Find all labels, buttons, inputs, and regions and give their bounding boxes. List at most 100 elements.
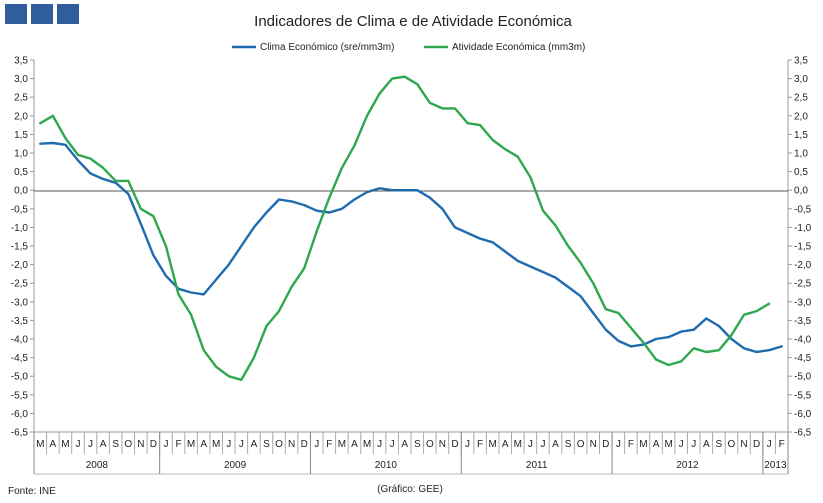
year-label: 2010 (375, 460, 398, 471)
month-label: F (477, 439, 483, 450)
legend: Clima Económico (sre/mm3m) Atividade Eco… (232, 42, 585, 53)
month-label: A (502, 439, 509, 450)
month-label: M (363, 439, 371, 450)
y-tick-label-left: 2,5 (14, 93, 28, 104)
y-tick-label-left: -0,5 (11, 204, 29, 215)
month-label: A (50, 439, 57, 450)
month-label: S (414, 439, 421, 450)
month-label: O (728, 439, 736, 450)
month-label: J (163, 439, 168, 450)
y-tick-label-right: 0,5 (794, 167, 808, 178)
year-label: 2009 (224, 460, 247, 471)
year-label: 2011 (526, 460, 548, 471)
y-tick-label-right: -3,5 (794, 316, 812, 327)
y-tick-label-left: 0,0 (14, 186, 28, 197)
y-tick-label-left: -1,5 (11, 242, 29, 253)
month-label: F (175, 439, 181, 450)
month-label: A (200, 439, 207, 450)
y-tick-label-left: -5,0 (11, 372, 29, 383)
month-label: D (150, 439, 157, 450)
y-tick-label-left: 3,0 (14, 74, 28, 85)
month-label: D (602, 439, 609, 450)
month-label: D (451, 439, 458, 450)
y-tick-label-left: -1,0 (11, 223, 29, 234)
month-label: S (263, 439, 270, 450)
month-label: M (36, 439, 44, 450)
month-label: D (301, 439, 308, 450)
y-tick-label-right: 3,0 (794, 74, 808, 85)
month-label: M (338, 439, 346, 450)
month-label: A (100, 439, 107, 450)
y-tick-label-left: 0,5 (14, 167, 28, 178)
month-label: S (565, 439, 572, 450)
y-tick-label-left: -3,0 (11, 297, 29, 308)
month-label: N (288, 439, 295, 450)
month-label: A (251, 439, 258, 450)
axis-ticks: 3,5 3,5 3,0 3,0 2,5 2,5 2,0 2,0 1,5 1,5 1,0 1,0 0,5 0… (11, 56, 812, 474)
month-label: N (137, 439, 144, 450)
series-line-clima (39, 141, 783, 354)
month-label: A (351, 439, 358, 450)
month-label: J (377, 439, 382, 450)
y-tick-label-left: 1,0 (14, 149, 28, 160)
month-label: J (616, 439, 621, 450)
y-tick-label-right: -5,5 (794, 390, 812, 401)
month-label: M (212, 439, 220, 450)
month-label: S (716, 439, 723, 450)
y-tick-label-left: 1,5 (14, 130, 28, 141)
month-label: M (664, 439, 672, 450)
y-tick-label-left: -6,5 (11, 428, 29, 439)
month-label: S (112, 439, 119, 450)
y-tick-label-left: -2,5 (11, 279, 29, 290)
y-tick-label-right: 0,0 (794, 186, 808, 197)
y-tick-label-left: -3,5 (11, 316, 29, 327)
month-label: J (679, 439, 684, 450)
month-label: O (275, 439, 283, 450)
y-tick-label-right: -2,5 (794, 279, 812, 290)
month-label: O (124, 439, 132, 450)
month-label: N (439, 439, 446, 450)
month-label: J (75, 439, 80, 450)
y-tick-label-left: 3,5 (14, 56, 28, 67)
month-label: J (465, 439, 470, 450)
footer-credit: (Gráfico: GEE) (377, 484, 443, 495)
month-label: J (691, 439, 696, 450)
y-tick-label-right: -6,0 (794, 409, 812, 420)
month-label: F (779, 439, 785, 450)
month-label: J (390, 439, 395, 450)
month-label: F (628, 439, 634, 450)
month-label: D (753, 439, 760, 450)
series-line-atividade (39, 75, 771, 382)
year-label: 2012 (676, 460, 699, 471)
y-tick-label-left: 2,0 (14, 111, 28, 122)
legend-label-clima: Clima Económico (sre/mm3m) (260, 42, 394, 53)
y-tick-label-left: -4,0 (11, 335, 29, 346)
y-tick-label-right: -6,5 (794, 428, 812, 439)
y-tick-label-left: -6,0 (11, 409, 29, 420)
month-label: N (740, 439, 747, 450)
month-label: A (552, 439, 559, 450)
month-label: M (187, 439, 195, 450)
logo (5, 4, 79, 24)
month-label: F (326, 439, 332, 450)
month-label: J (239, 439, 244, 450)
month-label: J (540, 439, 545, 450)
month-label: M (639, 439, 647, 450)
y-tick-label-right: -1,0 (794, 223, 812, 234)
y-tick-label-right: 2,0 (794, 111, 808, 122)
month-label: J (88, 439, 93, 450)
y-tick-label-left: -2,0 (11, 260, 29, 271)
logo-block (5, 4, 27, 24)
y-tick-label-right: -5,0 (794, 372, 812, 383)
month-label: J (314, 439, 319, 450)
year-label: 2008 (86, 460, 109, 471)
month-label: A (703, 439, 710, 450)
y-tick-label-right: -3,0 (794, 297, 812, 308)
y-tick-label-left: -4,5 (11, 353, 29, 364)
year-label: 2013 (764, 460, 787, 471)
month-label: O (577, 439, 585, 450)
month-label: J (767, 439, 772, 450)
footer-source: Fonte: INE (8, 486, 56, 497)
chart-title: Indicadores de Clima e de Atividade Econ… (254, 13, 572, 30)
